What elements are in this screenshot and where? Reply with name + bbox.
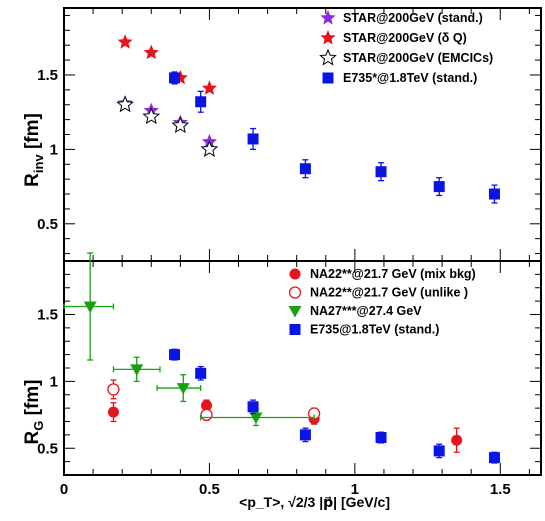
data-point [169, 72, 181, 84]
bottom-y-tick-label: 1.5 [37, 307, 58, 324]
top-y-axis-title-sub: inv [31, 154, 46, 174]
legend-entry: NA22**@21.7 GeV (unlike ) [310, 286, 468, 300]
bottom-y-axis-title: RG [fm] [22, 379, 46, 444]
top-series-2 [116, 95, 219, 157]
data-point [488, 452, 500, 464]
legend-marker [320, 30, 336, 45]
top-panel-frame [63, 7, 542, 262]
legend-marker [320, 10, 336, 25]
data-point [107, 383, 120, 396]
data-point [299, 429, 311, 441]
legend-marker [288, 306, 302, 318]
bottom-series-1 [107, 379, 321, 421]
bottom-legend: NA22**@21.7 GeV (mix bkg) NA22**@21.7 GeV… [288, 267, 476, 337]
legend-entry: NA27***@27.4 GeV [310, 304, 422, 318]
top-y-axis-title-unit: [fm] [22, 113, 43, 154]
data-point [107, 406, 119, 418]
bottom-y-tick-label: 1 [50, 373, 58, 390]
data-point [142, 107, 161, 125]
data-point [299, 163, 311, 175]
data-point [201, 399, 213, 411]
legend-entry: E735@1.8TeV (stand.) [310, 323, 439, 337]
x-tick-label: 1.5 [490, 481, 511, 498]
bottom-series-2 [63, 252, 315, 427]
x-tick-label: 1 [351, 481, 359, 498]
top-series-3 [169, 71, 500, 204]
top-y-tick-label: 0.5 [37, 216, 58, 233]
bottom-y-axis-title-sub: G [31, 421, 46, 431]
data-point [130, 364, 144, 376]
legend-marker [322, 72, 334, 84]
data-point [433, 445, 445, 457]
legend-entry: NA22**@21.7 GeV (mix bkg) [310, 267, 476, 281]
bottom-series-0 [107, 399, 463, 453]
data-point [171, 116, 190, 134]
legend-entry: E735*@1.8TeV (stand.) [343, 71, 477, 85]
x-tick-label: 0.5 [199, 481, 220, 498]
data-point [201, 80, 217, 95]
legend-entry: STAR@200GeV (stand.) [343, 11, 483, 25]
top-y-axis-title: Rinv [fm] [22, 113, 46, 187]
bottom-y-tick-label: 0.5 [37, 440, 58, 457]
data-point [247, 133, 259, 145]
top-legend: STAR@200GeV (stand.) STAR@200GeV (δ Q) STA… [319, 10, 493, 85]
data-point [375, 432, 387, 444]
data-point [200, 408, 213, 421]
legend-entry: STAR@200GeV (δ Q) [343, 31, 467, 45]
data-point [451, 434, 463, 446]
data-point [195, 367, 207, 379]
data-point [247, 401, 259, 413]
data-point [200, 140, 219, 157]
data-point [143, 44, 159, 60]
x-axis-title: <p_T>, √2/3 |p⃗| [GeV/c] [239, 494, 390, 510]
top-y-axis-title-main: R [22, 173, 43, 187]
legend-marker [289, 268, 301, 280]
data-point [117, 34, 133, 49]
bottom-series-3 [169, 348, 500, 464]
legend-marker [289, 324, 301, 335]
bottom-y-axis-title-unit: [fm] [22, 379, 43, 420]
data-point [488, 188, 500, 200]
x-tick-label: 0 [60, 481, 68, 498]
data-point [83, 301, 97, 313]
data-point [249, 412, 263, 424]
data-point [195, 96, 207, 108]
data-point [169, 349, 181, 361]
legend-marker [319, 48, 337, 66]
bottom-panel: 0.5 1 1.5 0 0.5 1 1.5 NA22**@21.7 GeV (mix bkg)… [37, 252, 541, 498]
bottom-y-axis-title-main: R [22, 431, 43, 445]
data-point [176, 383, 190, 395]
data-point [375, 166, 387, 178]
legend-entry: STAR@200GeV (EMCICs) [343, 51, 493, 65]
legend-marker [288, 286, 302, 299]
data-point [116, 95, 134, 113]
top-y-tick-label: 1 [50, 141, 58, 158]
data-point [433, 181, 445, 193]
top-y-tick-label: 1.5 [37, 67, 58, 84]
top-series-1 [117, 34, 217, 95]
